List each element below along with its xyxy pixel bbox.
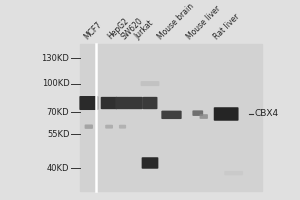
FancyBboxPatch shape [142,97,158,109]
FancyBboxPatch shape [214,107,238,121]
Text: 40KD: 40KD [47,164,69,173]
Text: SW620: SW620 [120,16,145,41]
FancyBboxPatch shape [192,110,203,116]
FancyBboxPatch shape [141,81,159,86]
FancyBboxPatch shape [105,125,113,129]
Text: HepG2: HepG2 [106,17,131,41]
Text: 100KD: 100KD [42,79,69,88]
FancyBboxPatch shape [200,114,208,119]
FancyBboxPatch shape [85,124,93,129]
Text: CBX4: CBX4 [254,109,279,118]
FancyBboxPatch shape [128,97,143,109]
Text: 70KD: 70KD [47,108,69,117]
Bar [80,44,262,191]
FancyBboxPatch shape [161,111,182,119]
Text: Mouse liver: Mouse liver [185,4,223,41]
Text: Jurkat: Jurkat [133,19,155,41]
Text: MCF7: MCF7 [82,20,104,41]
FancyBboxPatch shape [101,97,118,109]
Text: Mouse brain: Mouse brain [156,2,195,41]
FancyBboxPatch shape [80,96,98,110]
Text: Rat liver: Rat liver [212,12,242,41]
FancyBboxPatch shape [224,171,243,175]
FancyBboxPatch shape [116,97,130,109]
FancyBboxPatch shape [142,157,158,169]
Text: 130KD: 130KD [41,54,69,63]
Text: 55KD: 55KD [47,130,69,139]
FancyBboxPatch shape [119,125,126,129]
